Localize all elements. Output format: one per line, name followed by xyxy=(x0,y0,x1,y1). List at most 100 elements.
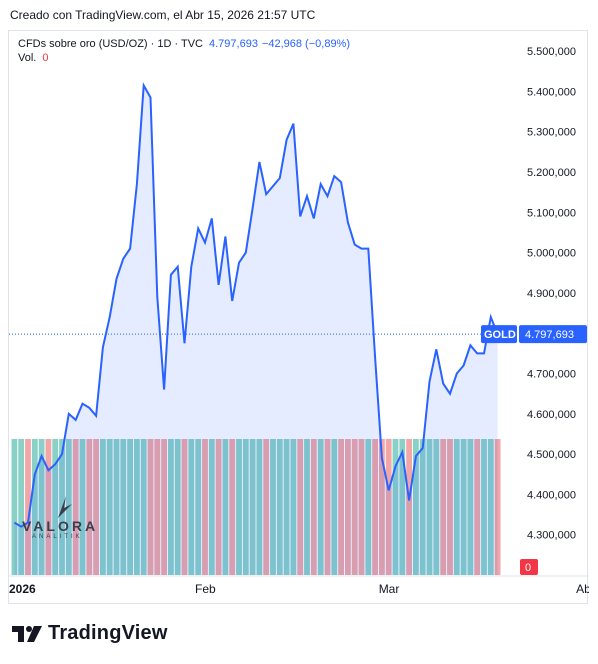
volume-bar xyxy=(154,439,161,575)
volume-bar xyxy=(283,439,290,575)
x-tick-label: Feb xyxy=(195,582,216,596)
volume-bar xyxy=(188,439,195,575)
volume-bar xyxy=(11,439,18,575)
volume-bar xyxy=(304,439,310,575)
y-tick-label: 4.500,000 xyxy=(527,449,576,461)
tradingview-logo-icon xyxy=(12,625,42,642)
volume-bar xyxy=(215,439,222,575)
volume-bar xyxy=(392,439,399,575)
volume-bar xyxy=(447,439,453,575)
volume-bar xyxy=(38,439,45,575)
volume-label: Vol. xyxy=(18,52,37,64)
volume-bar xyxy=(45,439,52,575)
y-tick-label: 4.400,000 xyxy=(527,489,576,501)
volume-legend: Vol. 0 xyxy=(18,52,48,64)
volume-bar xyxy=(140,439,147,575)
volume-bar xyxy=(338,439,344,575)
volume-bar xyxy=(18,439,25,575)
x-axis: 2026 Feb Mar Abr xyxy=(9,575,589,596)
volume-bar xyxy=(249,439,256,575)
volume-bar xyxy=(113,439,120,575)
volume-bar xyxy=(195,439,202,575)
volume-bar xyxy=(317,439,324,575)
volume-bar xyxy=(372,439,378,575)
volume-bar xyxy=(440,439,447,575)
volume-bar xyxy=(106,439,113,575)
volume-bar xyxy=(52,439,59,575)
volume-bar xyxy=(168,439,174,575)
volume-bar xyxy=(324,439,331,575)
y-tick-label: 5.400,000 xyxy=(527,86,576,98)
tradingview-footer[interactable]: TradingView xyxy=(12,622,168,645)
valora-logo-icon xyxy=(58,496,72,518)
watermark-title: VALORA xyxy=(22,518,99,534)
volume-bar xyxy=(120,439,127,575)
volume-bar xyxy=(494,439,501,575)
volume-bar xyxy=(59,439,65,575)
volume-value: 0 xyxy=(42,52,49,64)
y-tick-label: 5.200,000 xyxy=(527,167,576,179)
y-tick-label: 4.600,000 xyxy=(527,409,576,421)
y-tick-label: 4.300,000 xyxy=(527,530,576,542)
last-value: 4.797,693 xyxy=(209,38,258,50)
ticker-tag xyxy=(481,325,517,344)
y-tick-label: 5.500,000 xyxy=(527,46,576,58)
volume-bar xyxy=(229,439,236,575)
volume-bar xyxy=(310,439,317,575)
volume-bar xyxy=(100,439,106,575)
volume-bar xyxy=(208,439,215,575)
price-tag-value: 4.797,693 xyxy=(525,329,574,341)
volume-bars xyxy=(11,439,501,575)
price-chart[interactable]: 4.300,000 4.400,000 4.500,000 4.600,000 4.70… xyxy=(9,31,589,605)
volume-tag xyxy=(520,559,538,575)
watermark-subtitle: ANALITIK xyxy=(32,534,83,540)
volume-bar xyxy=(487,439,494,575)
y-tick-label: 5.100,000 xyxy=(527,207,576,219)
volume-bar xyxy=(433,439,440,575)
volume-bar xyxy=(460,439,467,575)
change-value: −42,968 (−0,89%) xyxy=(261,38,351,50)
y-tick-label: 5.000,000 xyxy=(527,248,576,260)
price-line[interactable] xyxy=(13,81,499,528)
x-tick-label: 2026 xyxy=(9,582,36,596)
volume-bar xyxy=(406,439,412,575)
volume-bar xyxy=(242,439,249,575)
volume-bar xyxy=(358,439,365,575)
volume-bar xyxy=(31,439,38,575)
volume-bar xyxy=(174,439,181,575)
x-tick-label: Abr xyxy=(576,582,589,596)
volume-bar xyxy=(453,439,460,575)
volume-bar xyxy=(290,439,297,575)
volume-bar xyxy=(134,439,140,575)
volume-bar xyxy=(481,439,487,575)
volume-bar xyxy=(379,439,385,575)
volume-bar xyxy=(236,439,242,575)
volume-bar xyxy=(72,439,79,575)
volume-tag-value: 0 xyxy=(525,562,531,574)
volume-bar xyxy=(474,439,481,575)
chart-frame[interactable]: 4.300,000 4.400,000 4.500,000 4.600,000 4.70… xyxy=(8,30,589,605)
price-tag xyxy=(519,325,587,344)
volume-bar xyxy=(351,439,358,575)
y-tick-label: 5.300,000 xyxy=(527,127,576,139)
y-tick-label: 4.700,000 xyxy=(527,369,576,381)
volume-bar xyxy=(127,439,133,575)
volume-bar xyxy=(147,439,154,575)
ticker-tag-label: GOLD xyxy=(484,329,516,341)
created-note: Creado con TradingView.com, el Abr 15, 2… xyxy=(10,8,316,22)
volume-bar xyxy=(467,439,474,575)
volume-bar xyxy=(270,439,276,575)
volume-bar xyxy=(365,439,372,575)
price-area-fill xyxy=(14,85,498,576)
volume-bar xyxy=(93,439,99,575)
volume-bar xyxy=(297,439,304,575)
volume-bar xyxy=(426,439,433,575)
volume-bar xyxy=(161,439,167,575)
volume-bar xyxy=(385,439,392,575)
y-tick-label: 4.900,000 xyxy=(527,288,576,300)
volume-bar xyxy=(86,439,93,575)
volume-bar xyxy=(256,439,263,575)
volume-bar xyxy=(331,439,338,575)
volume-bar xyxy=(276,439,283,575)
volume-bar xyxy=(419,439,426,575)
